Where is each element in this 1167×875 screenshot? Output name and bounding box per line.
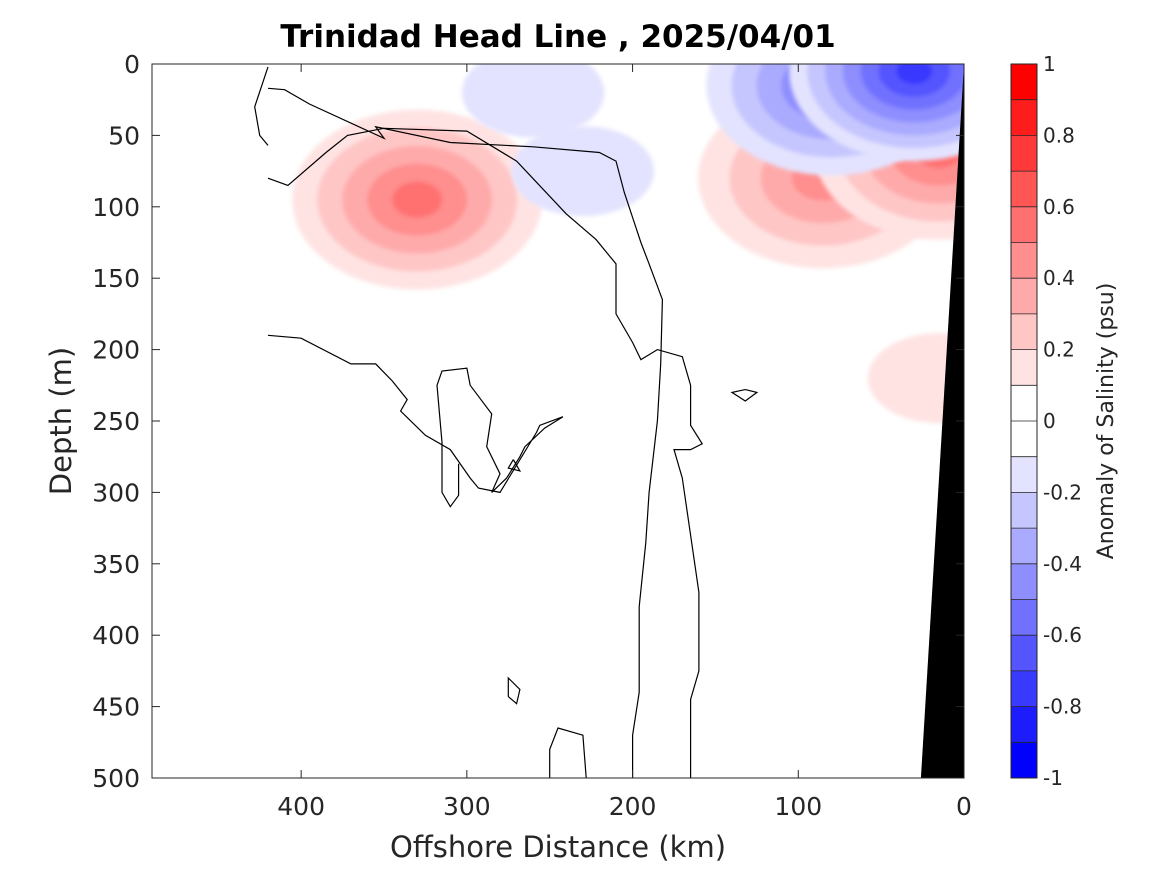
colorbar-band xyxy=(1011,313,1037,350)
y-tick-label: 200 xyxy=(92,336,140,365)
y-tick-label: 100 xyxy=(92,193,140,222)
y-axis: 0 50 100 150 200 250 300 350 400 450 500 xyxy=(92,50,964,793)
y-tick-label: 50 xyxy=(108,121,140,150)
y-tick-label: 350 xyxy=(92,550,140,579)
colorbar-label: Anomaly of Salinity (psu) xyxy=(1094,283,1119,560)
colorbar-band xyxy=(1011,706,1037,743)
anomaly-band xyxy=(392,181,443,218)
colorbar-tick-label: -0.4 xyxy=(1043,552,1082,576)
zero-contour xyxy=(267,87,664,778)
y-axis-label: Depth (m) xyxy=(44,347,78,495)
colorbar-band xyxy=(1011,670,1037,707)
colorbar-band xyxy=(1011,171,1037,207)
y-tick-label: 500 xyxy=(92,764,140,793)
zero-contour xyxy=(507,459,522,472)
anomaly-band xyxy=(867,333,964,424)
anomaly-band xyxy=(461,64,605,138)
zero-contour xyxy=(254,66,269,146)
zero-contour-layer xyxy=(254,66,759,778)
colorbar-band xyxy=(1011,599,1037,636)
zero-contour xyxy=(267,127,704,778)
x-tick-label: 100 xyxy=(774,792,822,821)
anomaly-feature xyxy=(511,126,655,217)
colorbar-band xyxy=(1011,742,1037,778)
anomaly-band xyxy=(896,64,933,84)
y-tick-label: 400 xyxy=(92,621,140,650)
anomaly-feature xyxy=(789,64,964,162)
colorbar-tick-label: -0.8 xyxy=(1043,695,1082,719)
colorbar-band xyxy=(1011,563,1037,600)
colorbar-band xyxy=(1011,349,1037,386)
anomaly-field-layer xyxy=(292,64,964,424)
colorbar-band xyxy=(1011,206,1037,243)
colorbar-band xyxy=(1011,385,1037,421)
y-tick-label: 0 xyxy=(124,50,140,79)
colorbar-tick-label: 0.8 xyxy=(1043,123,1075,147)
x-axis: 400 300 200 100 0 xyxy=(277,64,972,821)
colorbar-tick-label: 0 xyxy=(1043,409,1056,433)
colorbar-band xyxy=(1011,456,1037,493)
colorbar-band xyxy=(1011,135,1037,172)
x-tick-label: 200 xyxy=(609,792,657,821)
colorbar-band xyxy=(1011,421,1037,457)
colorbar-band xyxy=(1011,492,1037,529)
colorbar-band xyxy=(1011,242,1037,279)
colorbar-band xyxy=(1011,528,1037,564)
x-tick-label: 400 xyxy=(277,792,325,821)
colorbar-band xyxy=(1011,64,1037,100)
anomaly-feature xyxy=(292,109,543,290)
y-tick-label: 450 xyxy=(92,693,140,722)
y-tick-label: 250 xyxy=(92,407,140,436)
zero-contour xyxy=(730,389,759,402)
chart-title: Trinidad Head Line , 2025/04/01 xyxy=(280,19,835,55)
y-tick-label: 300 xyxy=(92,478,140,507)
colorbar-tick-label: -1 xyxy=(1043,766,1063,790)
x-axis-label: Offshore Distance (km) xyxy=(390,830,726,864)
colorbar-tick-label: 0.4 xyxy=(1043,266,1075,290)
zero-contour xyxy=(549,727,587,778)
colorbar-tick-label: 1 xyxy=(1043,52,1056,76)
colorbar-tick-label: 0.2 xyxy=(1043,338,1075,362)
colorbar-tick-label: -0.2 xyxy=(1043,480,1082,504)
x-tick-label: 300 xyxy=(443,792,491,821)
anomaly-feature xyxy=(461,64,605,138)
colorbar-band xyxy=(1011,635,1037,671)
colorbar-band xyxy=(1011,99,1037,136)
colorbar-band xyxy=(1011,278,1037,314)
x-tick-label: 0 xyxy=(956,792,972,821)
anomaly-feature xyxy=(867,333,964,424)
y-tick-label: 150 xyxy=(92,264,140,293)
colorbar-tick-label: -0.6 xyxy=(1043,623,1082,647)
anomaly-band xyxy=(511,126,655,217)
colorbar: 1 0.8 0.6 0.4 0.2 0 -0.2 -0.4 -0.6 -0.8 -1 xyxy=(1010,52,1082,790)
zero-contour xyxy=(507,676,521,705)
land-mask xyxy=(920,64,964,778)
zero-contour xyxy=(267,334,564,508)
colorbar-tick-label: 0.6 xyxy=(1043,195,1075,219)
